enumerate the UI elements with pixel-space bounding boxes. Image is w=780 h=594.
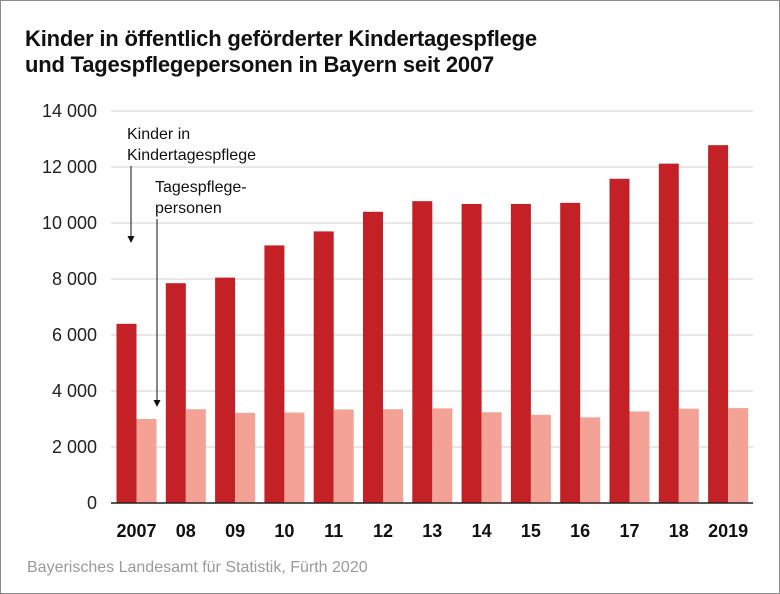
bar-tagespflegepersonen xyxy=(333,409,354,503)
annotation-label: Kindertagespflege xyxy=(127,147,256,164)
bar-tagespflegepersonen xyxy=(383,409,403,503)
source-note: Bayerisches Landesamt für Statistik, Für… xyxy=(27,559,368,576)
bar-kinder xyxy=(116,323,137,503)
x-tick-label: 17 xyxy=(619,521,639,541)
title-line-2: und Tagespflegepersonen in Bayern seit 2… xyxy=(25,52,495,77)
bar-tagespflegepersonen xyxy=(481,412,502,503)
y-tick-label: 12 000 xyxy=(42,157,97,177)
x-tick-label: 2019 xyxy=(708,521,748,541)
bar-tagespflegepersonen xyxy=(284,412,305,503)
title-line-1: Kinder in öffentlich geförderter Kindert… xyxy=(25,26,537,51)
y-tick-label: 0 xyxy=(87,493,97,513)
bar-tagespflegepersonen xyxy=(432,408,453,503)
bar-kinder xyxy=(313,231,334,503)
bar-kinder xyxy=(215,277,236,503)
chart-title: Kinder in öffentlich geförderter Kindert… xyxy=(25,26,537,78)
y-axis-tick-labels: 0 2 000 4 000 6 000 8 000 10 000 12 000 14 000 xyxy=(42,101,97,513)
annotation-arrowhead xyxy=(153,400,161,407)
x-tick-label: 13 xyxy=(422,521,442,541)
bar-tagespflegepersonen xyxy=(629,411,650,503)
bar-kinder xyxy=(461,203,482,503)
bar-kinder xyxy=(658,163,679,503)
bar-kinder xyxy=(165,283,186,503)
bars xyxy=(116,145,749,504)
bar-kinder xyxy=(560,202,581,503)
annotation-arrowhead xyxy=(127,236,135,243)
y-tick-label: 14 000 xyxy=(42,101,97,121)
x-tick-label: 11 xyxy=(324,521,343,541)
x-axis-tick-labels: 2007 08 09 10 11 12 13 14 15 16 17 18 2019 xyxy=(116,521,748,541)
annotation-label: personen xyxy=(155,200,222,217)
annotations: Kinder in Kindertagespflege Tagespflege-pe… xyxy=(127,126,256,407)
bar-kinder xyxy=(708,145,729,503)
bar-tagespflegepersonen xyxy=(728,408,749,503)
x-tick-label: 15 xyxy=(521,521,541,541)
bar-tagespflegepersonen xyxy=(580,417,601,503)
x-tick-label: 10 xyxy=(274,521,294,541)
bar-tagespflegepersonen xyxy=(530,414,551,503)
bar-tagespflegepersonen xyxy=(235,412,256,503)
bar-kinder xyxy=(363,211,383,504)
x-tick-label: 08 xyxy=(176,521,196,541)
x-tick-label: 12 xyxy=(373,521,393,541)
x-tick-label: 16 xyxy=(570,521,590,541)
x-tick-label: 14 xyxy=(472,521,492,541)
y-tick-label: 6 000 xyxy=(52,325,97,345)
y-tick-label: 4 000 xyxy=(52,381,97,401)
x-tick-label: 18 xyxy=(669,521,689,541)
bar-tagespflegepersonen xyxy=(185,409,206,503)
x-tick-label: 09 xyxy=(225,521,245,541)
bar-kinder xyxy=(510,203,531,503)
y-tick-label: 2 000 xyxy=(52,437,97,457)
annotation-label: Kinder in xyxy=(127,126,190,143)
y-tick-label: 10 000 xyxy=(42,213,97,233)
bar-tagespflegepersonen xyxy=(678,408,699,503)
x-tick-label: 2007 xyxy=(116,521,156,541)
bar-kinder xyxy=(609,178,630,503)
annotation-label: Tagespflege- xyxy=(155,179,247,196)
bar-kinder xyxy=(264,245,285,503)
bar-kinder xyxy=(412,201,433,503)
bar-tagespflegepersonen xyxy=(136,419,157,503)
y-tick-label: 8 000 xyxy=(52,269,97,289)
